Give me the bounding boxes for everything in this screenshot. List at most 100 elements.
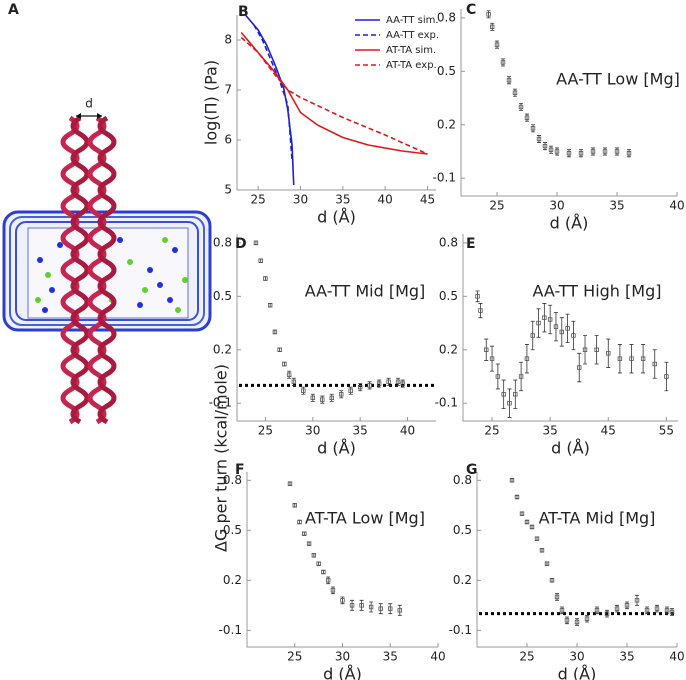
error-bar [277,347,282,352]
data-point [325,578,331,583]
y-tick-label: 0.5 [439,289,458,303]
error-bar [302,531,307,536]
panel-label: G [466,462,478,478]
data-point [386,379,391,385]
data-point [348,388,353,393]
error-bar [396,377,401,386]
error-bar [542,303,547,333]
data-point [518,104,524,110]
legend-label: AA-TT exp. [386,30,439,41]
error-bar [571,320,576,351]
panel-label: C [466,2,476,18]
panel: 25 30 35 40 -0.1 0.2 0.5 0.8 d (Å) AT-TA Low [Mg]… [219,462,446,680]
data-point [506,78,512,83]
data-point [340,598,345,603]
data-point [263,276,268,281]
data-point [277,347,282,352]
data-point [577,365,582,370]
data-point [475,294,480,299]
y-tick-label: 0.2 [213,342,232,356]
x-tick-label: 25 [489,199,504,213]
data-point [547,317,553,322]
legend-label: AT-TA sim. [386,45,436,56]
error-bar [594,335,599,365]
error-bar [310,393,315,402]
data-point [634,598,640,603]
error-bar [537,135,541,143]
error-bar [670,608,674,616]
error-bar [525,113,529,122]
panel-annotation: AT-TA Mid [Mg] [539,509,656,528]
data-point [519,511,525,516]
error-bar [329,393,334,402]
x-tick-label: 25 [287,650,302,664]
legend-label: AA-TT sim. [386,15,439,26]
shared-y-label: ΔG per turn (kcal/mole) [212,364,231,552]
y-tick-label: -0.1 [209,396,232,410]
error-bar [377,379,382,388]
error-bar [340,596,345,605]
x-tick-label: 40 [669,199,684,213]
data-point [486,12,491,17]
panel: 25 30 35 40 -0.1 0.2 0.5 0.8 d (Å) AA-TT Low [Mg]… [433,2,685,233]
error-bar [268,303,273,308]
data-point [514,494,520,500]
data-point [291,379,297,385]
helix [70,115,90,425]
data-point [513,392,518,397]
data-point [501,392,506,397]
error-bar [475,290,480,303]
data-point [306,541,312,546]
data-point [316,561,321,566]
error-bar [386,377,391,386]
data-point [530,333,535,338]
data-point [524,356,530,361]
x-tick-label: 40 [378,193,393,207]
error-bar [655,604,659,613]
y-tick-label: 0.2 [437,117,456,131]
data-point [524,519,530,525]
data-point [310,395,316,401]
data-point [571,333,576,338]
data-point [253,240,259,246]
data-point [549,578,555,583]
x-tick-label: 45 [601,424,616,438]
error-bar [652,349,657,379]
error-bar [297,519,302,525]
error-bar [627,149,631,158]
x-axis-label: d (Å) [558,665,597,680]
data-point [258,258,263,263]
panel: 25 30 35 40 45 5 6 7 8 d (Å) log(Π) (Pa) B AA-TT sim… [202,4,440,227]
y-axis-label: log(Π) (Pa) [202,60,221,145]
y-tick-label: 7 [224,83,232,97]
error-bar [664,361,669,392]
panel-label: A [8,2,19,18]
data-point [368,604,374,610]
data-point [489,24,495,30]
data-point [524,115,530,120]
error-bar [495,40,499,49]
data-point [282,361,287,367]
error-bar [645,606,649,615]
legend-label: AT-TA exp. [386,60,437,71]
data-point [554,594,560,600]
error-bar [320,395,325,404]
data-point [574,619,580,625]
error-bar [585,614,589,623]
error-bar [595,606,599,615]
x-tick-label: 45 [420,193,435,207]
axis-frame [236,15,436,191]
data-point [329,395,334,401]
error-bar [484,338,489,361]
data-point [518,374,524,379]
y-tick-label: 8 [224,33,232,47]
helix [97,115,117,425]
x-tick-label: 40 [430,650,445,664]
y-tick-label: 0.5 [453,523,472,537]
y-tick-label: 0.8 [439,235,458,249]
data-point [536,320,541,326]
error-bar [555,147,559,156]
data-point [664,374,669,379]
error-bar [615,604,619,613]
data-point [297,519,302,525]
